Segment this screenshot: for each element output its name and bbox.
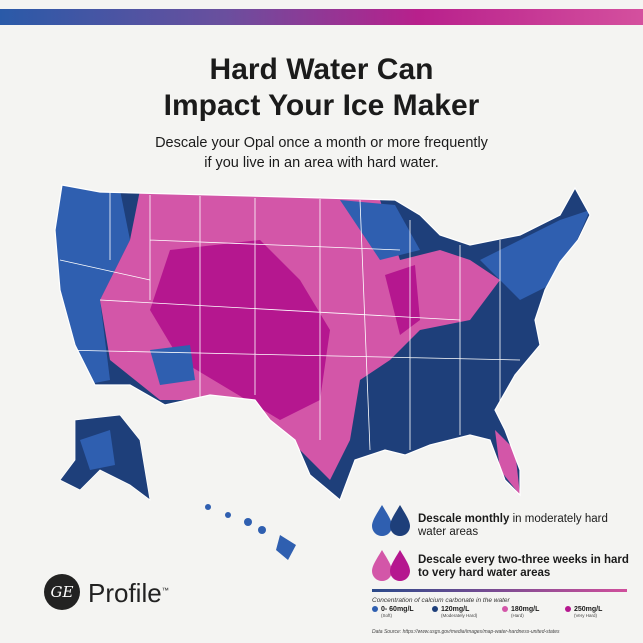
brand-text: Profile <box>88 578 162 608</box>
title-line: Impact Your Ice Maker <box>163 89 480 122</box>
key-soft: 0- 60mg/L (Soft) <box>372 606 414 618</box>
region-very-hard <box>150 240 330 420</box>
subtitle-line: Descale your Opal once a month or more f… <box>155 135 488 151</box>
subtitle-line: if you live in an area with hard water. <box>204 155 439 171</box>
region-soft <box>340 200 420 260</box>
key-very-hard: 250mg/L (Very Hard) <box>565 606 602 618</box>
state-borders <box>59 190 521 451</box>
key-value: 120mg/L <box>441 606 470 613</box>
alaska-soft <box>80 430 115 470</box>
key-value: 250mg/L <box>574 606 603 613</box>
trademark: ™ <box>161 587 169 595</box>
ge-logo: GE <box>44 574 80 610</box>
us-water-hardness-map <box>54 184 591 560</box>
blue-drops-icon <box>372 505 410 536</box>
logo-text: GE <box>50 583 74 601</box>
key-value: 0- 60mg/L <box>381 606 414 613</box>
data-source: Data Source: https://www.usgs.gov/media/… <box>372 629 560 635</box>
brand-name: Profile™ <box>88 578 169 609</box>
gradient-bar <box>0 9 643 25</box>
legend-text: in moderately hard water areas <box>418 513 608 538</box>
key-desc: (Hard) <box>511 613 524 618</box>
region-soft <box>150 345 195 385</box>
key-desc: (Soft) <box>381 613 393 618</box>
pink-drops-icon <box>372 550 410 581</box>
key-desc: (Moderately Hard) <box>441 613 478 618</box>
page-title: Hard Water Can Impact Your Ice Maker <box>0 52 643 124</box>
subtitle: Descale your Opal once a month or more f… <box>0 133 643 173</box>
title-line: Hard Water Can <box>209 53 434 86</box>
legend-bold: Descale monthly <box>418 513 510 525</box>
region-soft-east <box>480 210 590 300</box>
legend-bold: Descale every two-three weeks in hard to… <box>418 554 629 579</box>
concentration-label: Concentration of calcium carbonate in th… <box>372 597 510 604</box>
hawaii <box>205 504 296 560</box>
key-hard: 180mg/L (Hard) <box>502 606 539 618</box>
divider <box>372 589 627 592</box>
key-moderate: 120mg/L (Moderately Hard) <box>432 606 477 618</box>
region-hard-florida <box>495 430 520 495</box>
legend-blue: Descale monthly in moderately hard water… <box>418 513 618 539</box>
legend-pink: Descale every two-three weeks in hard to… <box>418 554 633 580</box>
key-desc: (Very Hard) <box>574 613 598 618</box>
key-value: 180mg/L <box>511 606 540 613</box>
